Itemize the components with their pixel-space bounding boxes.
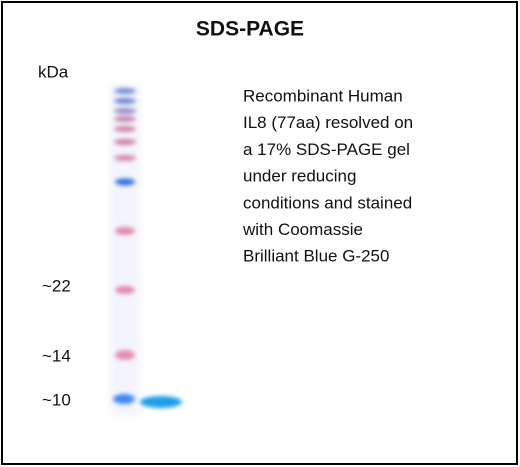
marker-label: ~14 <box>42 346 71 365</box>
description-line: Brilliant Blue G-250 <box>243 247 389 266</box>
description-line: under reducing <box>243 167 356 186</box>
markers: ~22 ~14 ~10 <box>42 276 71 409</box>
gel <box>110 85 182 415</box>
description-line: IL8 (77aa) resolved on <box>243 113 413 132</box>
description: Recombinant Human IL8 (77aa) resolved on a… <box>242 86 413 265</box>
description-line: a 17% SDS-PAGE gel <box>243 140 410 159</box>
title: SDS-PAGE <box>196 18 304 41</box>
axis-label: kDa <box>38 62 69 81</box>
marker-label: ~10 <box>42 390 71 409</box>
marker-label: ~22 <box>42 276 71 295</box>
description-line: conditions and stained <box>243 193 412 212</box>
description-line: with Coomassie <box>242 220 363 239</box>
description-line: Recombinant Human <box>243 86 403 105</box>
